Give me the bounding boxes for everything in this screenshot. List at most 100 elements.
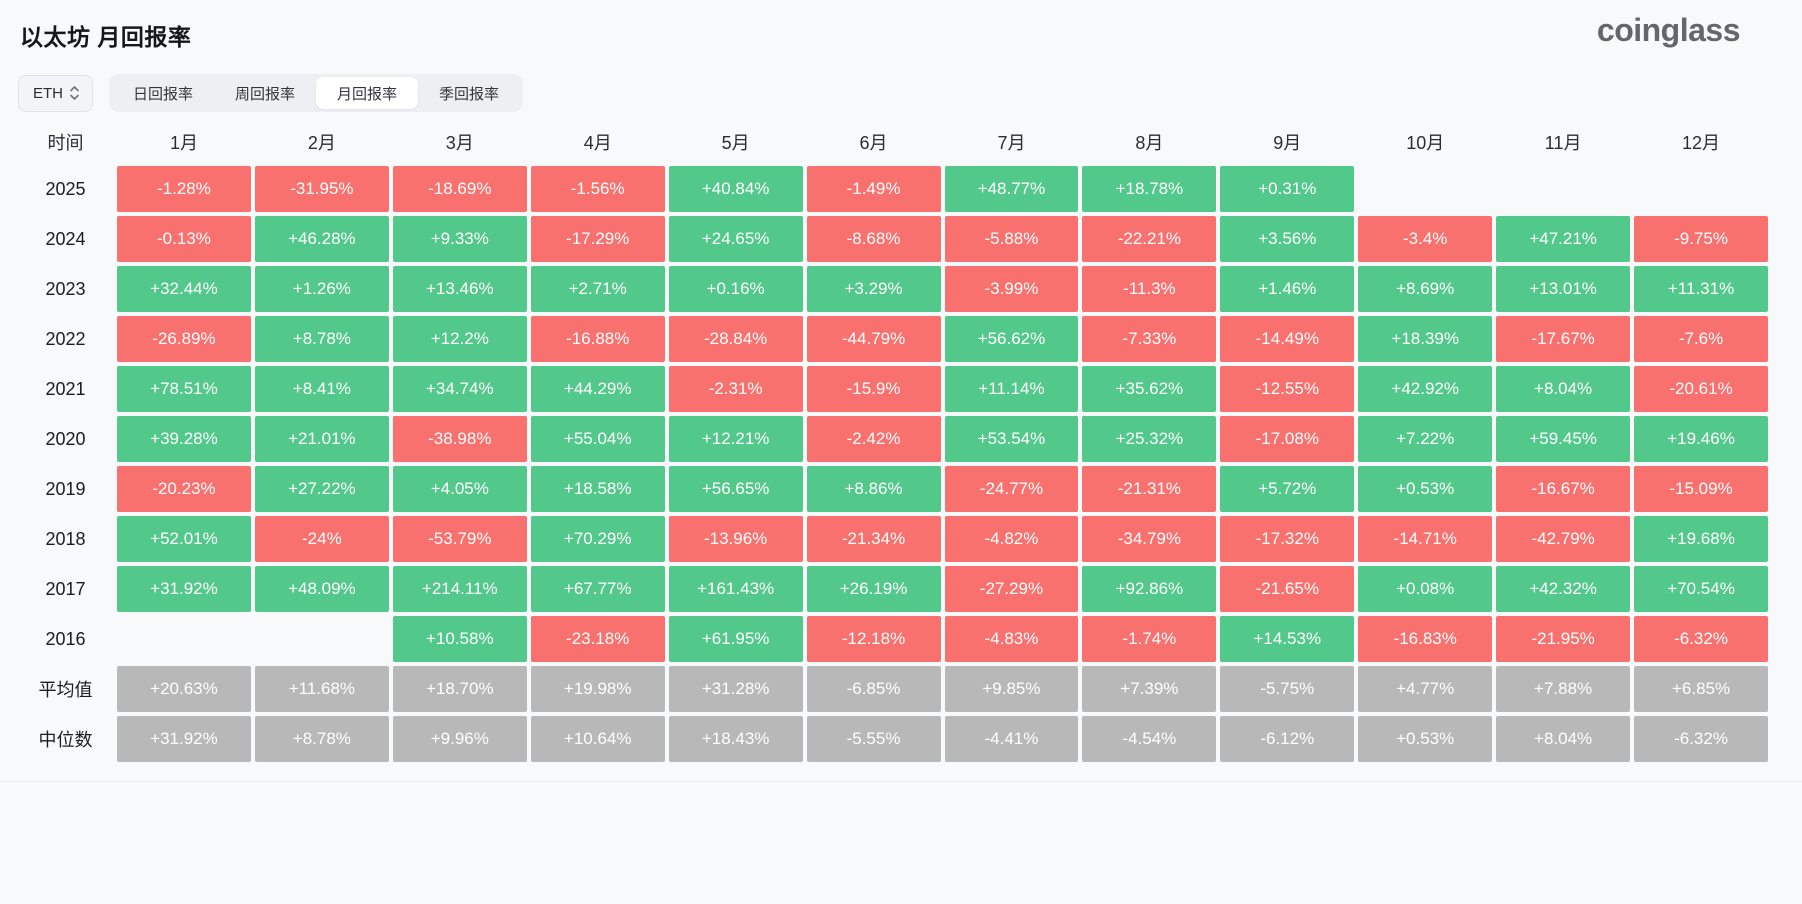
return-cell: +7.88% [1496,666,1631,712]
return-cell [117,616,251,662]
month-column-header: 8月 [1135,132,1164,153]
return-cell: -3.4% [1358,216,1493,262]
return-cell: +39.28% [117,416,251,462]
return-cell: -7.33% [1082,316,1217,362]
return-cell: -6.32% [1634,716,1768,762]
return-cell: +19.68% [1634,516,1768,562]
return-cell: +32.44% [117,266,251,312]
return-cell: -24% [254,516,389,562]
return-cell: -16.83% [1358,616,1493,662]
coin-select[interactable]: ETH [18,74,93,112]
return-cell: +18.58% [530,466,665,512]
return-cell: -17.29% [530,216,665,262]
month-column-header: 1月 [169,132,198,153]
return-cell: +11.31% [1634,266,1768,312]
return-cell: +8.86% [806,466,941,512]
return-cell: +21.01% [254,416,389,462]
tab-daily-returns[interactable]: 日回报率 [112,77,214,109]
return-cell: -21.65% [1220,566,1355,612]
row-label: 2020 [45,428,86,449]
return-cell: +31.92% [117,716,251,762]
return-cell: +8.78% [254,316,389,362]
return-cell: +53.54% [944,416,1079,462]
row-label: 中位数 [38,730,93,750]
return-cell: +0.53% [1358,716,1493,762]
return-cell: -21.31% [1082,466,1217,512]
return-cell: -17.08% [1220,416,1355,462]
return-cell: +48.09% [254,566,389,612]
return-cell: -8.68% [806,216,941,262]
return-cell: -6.85% [806,666,941,712]
return-cell: +10.58% [392,616,527,662]
return-cell: -6.32% [1634,616,1768,662]
return-cell: +52.01% [117,516,251,562]
return-cell: +35.62% [1082,366,1217,412]
return-cell: +70.29% [530,516,665,562]
return-cell: -31.95% [254,166,389,212]
return-cell: +0.53% [1358,466,1493,512]
return-cell: -16.67% [1496,466,1631,512]
tab-weekly-returns[interactable]: 周回报率 [214,77,316,109]
controls-bar: ETH 日回报率 周回报率 月回报率 季回报率 [18,74,524,112]
return-cell: +48.77% [944,166,1079,212]
return-cell: +3.29% [806,266,941,312]
return-cell: +19.98% [530,666,665,712]
row-label: 2021 [45,378,86,399]
return-cell: -38.98% [392,416,527,462]
coin-select-value: ETH [33,84,63,102]
return-cell: +8.41% [254,366,389,412]
return-cell: +18.78% [1082,166,1217,212]
return-cell: -15.09% [1634,466,1768,512]
return-cell: +8.04% [1496,716,1631,762]
return-cell: +1.26% [254,266,389,312]
return-cell [1496,166,1630,212]
return-cell: -17.67% [1496,316,1631,362]
row-label: 平均值 [38,680,93,700]
return-cell: +0.16% [668,266,803,312]
return-cell: -7.6% [1634,316,1768,362]
return-cell: +12.21% [668,416,803,462]
return-cell: +31.28% [668,666,803,712]
return-cell: +4.05% [392,466,527,512]
return-cell: +59.45% [1496,416,1631,462]
return-cell: +55.04% [530,416,665,462]
month-column-header: 12月 [1682,132,1721,153]
return-cell: +47.21% [1496,216,1631,262]
return-cell [1358,166,1492,212]
return-cell: +18.70% [392,666,527,712]
return-cell: +2.71% [530,266,665,312]
return-cell: +14.53% [1220,616,1355,662]
tab-monthly-returns[interactable]: 月回报率 [316,77,419,109]
row-label: 2025 [45,178,86,199]
return-cell: -3.99% [944,266,1079,312]
return-cell: +67.77% [530,566,665,612]
return-cell: +18.43% [668,716,803,762]
return-cell: +18.39% [1358,316,1493,362]
row-label: 2017 [45,578,86,599]
tab-quarterly-returns[interactable]: 季回报率 [418,77,520,109]
return-cell: +56.62% [944,316,1079,362]
row-label: 2024 [45,228,86,249]
return-cell: -0.13% [117,216,251,262]
return-cell: -21.95% [1496,616,1631,662]
return-cell: -15.9% [806,366,941,412]
return-cell: +9.33% [392,216,527,262]
return-cell: -26.89% [117,316,251,362]
coinglass-logo: coinglass [1596,12,1741,48]
return-cell: -9.75% [1634,216,1768,262]
return-cell: -6.12% [1220,716,1355,762]
month-column-header: 5月 [721,132,750,153]
return-cell: -44.79% [806,316,941,362]
tab-group: 日回报率 周回报率 月回报率 季回报率 [109,74,524,112]
return-cell: +0.31% [1220,166,1355,212]
return-cell: +9.85% [944,666,1079,712]
return-cell: +26.19% [806,566,941,612]
return-cell: -53.79% [392,516,527,562]
return-cell: -24.77% [944,466,1079,512]
return-cell: +8.78% [254,716,389,762]
month-column-header: 10月 [1406,132,1445,153]
return-cell: -20.61% [1634,366,1768,412]
return-cell: -14.71% [1358,516,1493,562]
return-cell: -42.79% [1496,516,1631,562]
